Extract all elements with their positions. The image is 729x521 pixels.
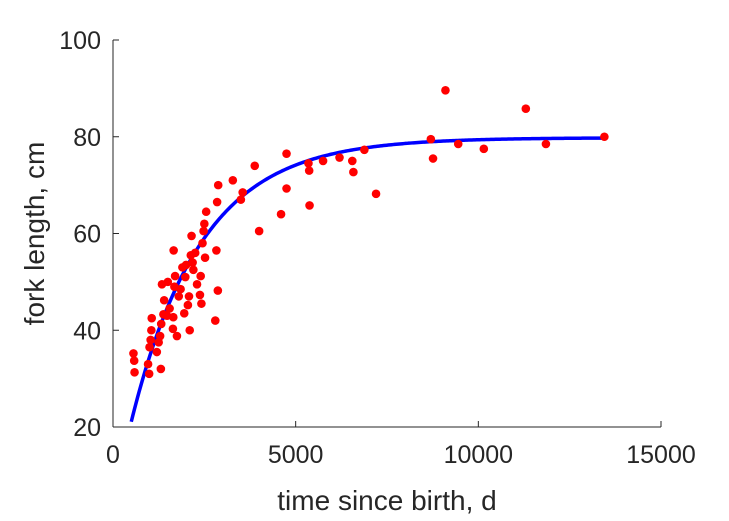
data-point [163,277,173,287]
data-point [250,161,260,171]
data-point [189,265,198,275]
data-point [145,342,154,352]
data-point [347,156,357,166]
data-point [428,154,438,163]
x-axis-label: time since birth, d [277,485,496,516]
data-point [188,258,197,267]
data-point [213,286,223,295]
data-point [144,369,154,379]
data-point [155,331,165,341]
data-point [254,226,264,236]
y-tick-label: 60 [73,221,101,249]
data-point [371,189,381,199]
data-point [212,197,222,207]
data-point [195,290,205,300]
data-point [304,159,313,168]
data-point [210,316,220,325]
x-tick-label: 10000 [444,441,514,469]
data-point [185,325,195,335]
data-point [129,349,138,358]
y-tick-label: 100 [59,27,101,55]
data-point [168,312,178,322]
data-point [168,324,178,334]
x-tick-label: 0 [106,441,120,469]
data-point [521,104,531,113]
data-point [360,145,369,155]
data-point [201,207,211,217]
y-tick-label: 20 [73,414,101,442]
data-point [156,364,166,374]
data-point [184,292,194,301]
data-point [541,139,551,149]
data-point [146,335,155,345]
axes-layer [112,40,661,428]
data-point [282,184,291,193]
x-tick-label: 15000 [626,441,696,469]
data-point [159,295,169,305]
ticks-layer: 0 5000 10000 15000 20 40 60 80 100 [59,27,695,469]
points-layer [129,86,609,379]
data-point [305,201,314,210]
data-point [453,139,463,149]
data-point [181,272,190,282]
data-point [181,260,191,270]
data-point [190,248,200,258]
data-point [318,156,328,166]
data-point [228,175,238,185]
data-point [170,271,180,281]
data-point [176,284,185,294]
data-point [238,188,247,197]
x-tick-label: 5000 [268,441,324,469]
y-tick-label: 40 [73,317,101,345]
data-point [276,209,286,219]
data-point [169,246,178,255]
data-point [200,219,209,229]
data-point [349,167,358,177]
data-point [147,313,157,323]
data-point [197,299,206,308]
data-point [183,300,193,310]
data-point [179,309,189,318]
y-axis-label: fork length, cm [19,142,50,326]
data-point [426,134,436,144]
data-point [143,359,153,369]
data-point [172,331,182,341]
data-point [335,153,344,162]
data-point [282,149,291,158]
data-point [147,325,156,335]
data-point [213,180,223,190]
data-point [130,368,139,377]
data-point [304,166,314,175]
data-point [165,304,174,313]
data-point [198,238,207,248]
data-point [196,271,205,281]
data-point [174,292,184,301]
data-point [192,279,202,289]
data-point [129,356,139,366]
y-tick-label: 80 [73,124,101,152]
data-point [236,195,246,204]
data-point [200,253,210,262]
data-point [156,319,166,329]
data-point [187,231,196,241]
data-point [152,347,162,357]
data-point [199,226,208,236]
data-point [441,86,450,95]
data-point [212,246,221,255]
data-point [479,144,489,154]
data-point [600,132,609,142]
